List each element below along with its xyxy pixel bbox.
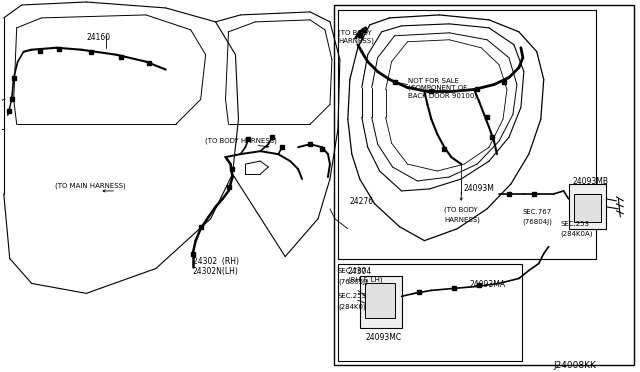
- Text: SEC.767: SEC.767: [523, 209, 552, 215]
- Text: SEC.767: SEC.767: [338, 269, 367, 275]
- Text: 24093MB: 24093MB: [573, 177, 609, 186]
- Text: (TO BODY HARNESS): (TO BODY HARNESS): [205, 137, 276, 144]
- Text: HARNESS): HARNESS): [444, 217, 480, 223]
- Bar: [338, 10, 596, 259]
- Text: (284K0A): (284K0A): [561, 231, 593, 237]
- Text: (284K0): (284K0): [338, 303, 365, 310]
- Text: 24160: 24160: [86, 33, 111, 42]
- Bar: [348, 204, 383, 256]
- Bar: [573, 194, 602, 222]
- Text: NOT FOR SALE
(COMPONENT OF
BACK DOOR 90100): NOT FOR SALE (COMPONENT OF BACK DOOR 901…: [408, 78, 477, 99]
- Bar: [365, 283, 395, 318]
- Text: SEC.253: SEC.253: [561, 221, 589, 227]
- Text: (TO BODY: (TO BODY: [444, 207, 478, 214]
- Text: 24302N(LH): 24302N(LH): [193, 266, 239, 276]
- Text: (76805J): (76805J): [338, 278, 368, 285]
- Bar: [568, 184, 606, 229]
- Text: SEC.253: SEC.253: [338, 294, 367, 299]
- Text: 24093M: 24093M: [463, 184, 494, 193]
- Text: (TO MAIN HARNESS): (TO MAIN HARNESS): [56, 183, 126, 189]
- Text: 24304: 24304: [348, 266, 372, 276]
- Text: (RH & LH): (RH & LH): [348, 276, 383, 283]
- Text: (76804J): (76804J): [523, 219, 553, 225]
- Bar: [360, 276, 401, 328]
- Text: 24093MA: 24093MA: [469, 280, 506, 289]
- Text: J24008KK: J24008KK: [554, 361, 596, 370]
- Text: 24302  (RH): 24302 (RH): [193, 257, 239, 266]
- Text: (TO BODY
HARNESS): (TO BODY HARNESS): [338, 30, 374, 44]
- Text: 24276: 24276: [350, 197, 374, 206]
- Bar: [334, 5, 634, 365]
- Bar: [338, 263, 522, 361]
- Text: 24093MC: 24093MC: [365, 333, 402, 342]
